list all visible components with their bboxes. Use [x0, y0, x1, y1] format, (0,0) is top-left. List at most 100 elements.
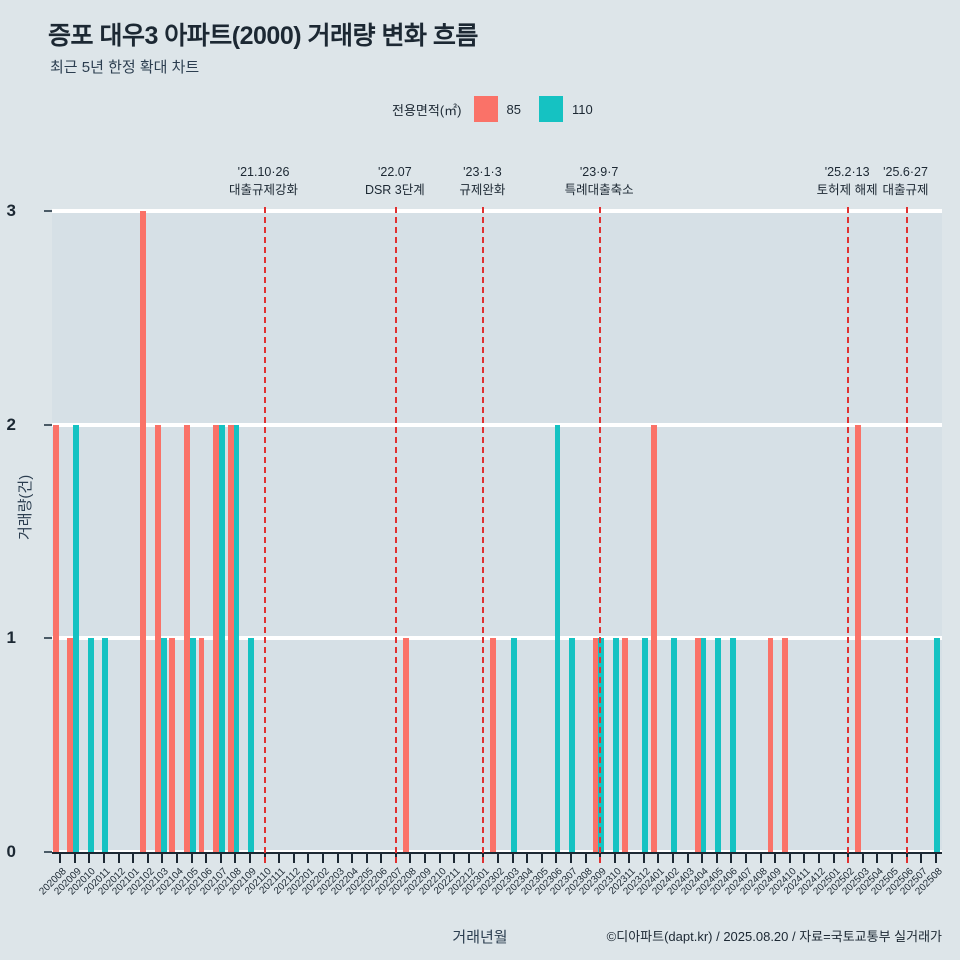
bar-110-202010[interactable] [87, 638, 94, 852]
bar-110-202508[interactable] [933, 638, 940, 852]
y-tick-mark-2 [44, 423, 52, 426]
bar-85-202104[interactable] [169, 638, 176, 852]
bar-85-202311[interactable] [621, 638, 628, 852]
y-tick-label-1: 1 [6, 628, 16, 648]
event-label-202110: '21.10·26 대출규제강화 [229, 163, 298, 199]
x-tick-202503 [861, 854, 864, 863]
x-tick-202311 [628, 854, 631, 863]
event-date: '23·9·7 [579, 165, 619, 179]
x-tick-202406 [730, 854, 733, 863]
x-axis-line [52, 852, 942, 854]
bar-85-202106[interactable] [198, 638, 205, 852]
footer-credit: ©디아파트(dapt.kr) / 2025.08.20 / 자료=국토교통부 실… [606, 929, 942, 944]
legend-item-110[interactable]: 110 [538, 96, 593, 122]
y-tick-mark-1 [44, 637, 52, 640]
bar-85-202107[interactable] [213, 424, 220, 852]
bar-110-202108[interactable] [233, 424, 240, 852]
bar-85-202008[interactable] [52, 424, 59, 852]
x-tick-202505 [890, 854, 893, 863]
bar-85-202401[interactable] [650, 424, 657, 852]
x-tick-202308 [584, 854, 587, 863]
x-axis-title: 거래년월 [452, 929, 508, 946]
bar-110-202303[interactable] [510, 638, 517, 852]
legend-swatch-110 [538, 96, 563, 122]
x-tick-202009 [73, 854, 76, 863]
bar-85-202302[interactable] [490, 638, 497, 852]
event-description: DSR 3단계 [364, 183, 425, 198]
event-date: '21.10·26 [237, 165, 290, 179]
legend-label-110: 110 [571, 101, 593, 117]
event-description: 특례대출축소 [564, 183, 634, 198]
bar-85-202409[interactable] [767, 638, 774, 852]
bar-110-202011[interactable] [102, 638, 109, 852]
event-date: '25.2·13 [824, 165, 870, 179]
bar-110-202406[interactable] [729, 638, 736, 852]
x-tick-202303 [511, 854, 514, 863]
bar-110-202105[interactable] [189, 638, 196, 852]
event-description: 대출규제 [882, 183, 929, 198]
bar-85-202105[interactable] [184, 424, 190, 852]
bar-110-202312[interactable] [642, 638, 648, 852]
legend-title: 전용면적(㎡) [392, 102, 462, 118]
event-description: 토허제 해제 [816, 183, 878, 198]
x-tick-202312 [642, 854, 645, 863]
x-tick-202206 [380, 854, 383, 863]
chart-subtitle: 최근 5년 한정 확대 차트 [50, 59, 200, 76]
bar-110-202405[interactable] [715, 638, 721, 852]
x-tick-202210 [438, 854, 441, 863]
x-tick-202102 [146, 854, 149, 863]
bar-110-202310[interactable] [612, 638, 619, 852]
x-tick-202409 [774, 854, 777, 863]
x-tick-202105 [190, 854, 193, 863]
bar-85-202108[interactable] [227, 424, 234, 852]
bar-85-202208[interactable] [402, 638, 409, 852]
x-tick-202305 [540, 854, 543, 863]
x-tick-202501 [832, 854, 835, 863]
x-tick-202108 [234, 854, 237, 863]
x-tick-202208 [409, 854, 412, 863]
x-tick-202504 [876, 854, 879, 863]
x-tick-202307 [569, 854, 572, 863]
bar-110-202306[interactable] [554, 424, 561, 852]
bar-85-202503[interactable] [855, 424, 862, 852]
bar-85-202103[interactable] [154, 424, 161, 852]
y-tick-label-0: 0 [6, 842, 16, 861]
x-tick-202402 [672, 854, 675, 863]
event-label-202502: '25.2·13 토허제 해제 [817, 163, 878, 199]
event-description: 대출규제강화 [229, 183, 299, 198]
legend-label-85: 85 [506, 101, 521, 117]
bar-110-202009[interactable] [73, 424, 79, 852]
bar-85-202009[interactable] [67, 638, 74, 852]
event-description: 규제완화 [459, 183, 506, 198]
x-tick-202507 [920, 854, 923, 863]
bar-110-202109[interactable] [248, 638, 255, 852]
x-tick-202106 [205, 854, 208, 863]
x-tick-202008 [59, 854, 62, 863]
x-tick-202212 [467, 854, 470, 863]
event-date: '25.6·27 [883, 165, 928, 179]
bar-110-202307[interactable] [569, 638, 576, 852]
event-line-202207 [394, 207, 397, 863]
bar-85-202404[interactable] [694, 638, 701, 852]
bar-85-202102[interactable] [140, 211, 147, 852]
x-tick-202107 [219, 854, 222, 863]
bar-110-202103[interactable] [160, 638, 167, 852]
event-line-202506 [905, 207, 908, 863]
y-tick-label-3: 3 [6, 201, 16, 220]
bar-85-202309[interactable] [592, 638, 599, 852]
y-axis-title: 거래량(건) [17, 474, 34, 540]
bar-110-202107[interactable] [219, 424, 225, 852]
gridline [52, 422, 942, 427]
bar-110-202404[interactable] [700, 638, 707, 852]
x-tick-202412 [817, 854, 820, 863]
x-tick-202101 [132, 854, 135, 863]
x-tick-202203 [336, 854, 339, 863]
bar-110-202309[interactable] [598, 638, 605, 852]
bar-85-202410[interactable] [782, 638, 789, 852]
y-tick-mark-3 [44, 210, 52, 212]
legend-item-85[interactable]: 85 [473, 96, 521, 122]
event-label-202309: '23·9·7 특례대출축소 [565, 163, 634, 199]
bar-110-202402[interactable] [671, 638, 678, 852]
x-tick-202012 [117, 854, 120, 863]
